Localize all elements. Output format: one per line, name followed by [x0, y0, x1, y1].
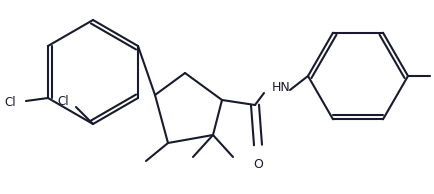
Text: O: O	[253, 158, 262, 171]
Text: HN: HN	[271, 81, 290, 94]
Text: Cl: Cl	[57, 95, 69, 108]
Text: Cl: Cl	[4, 96, 16, 109]
